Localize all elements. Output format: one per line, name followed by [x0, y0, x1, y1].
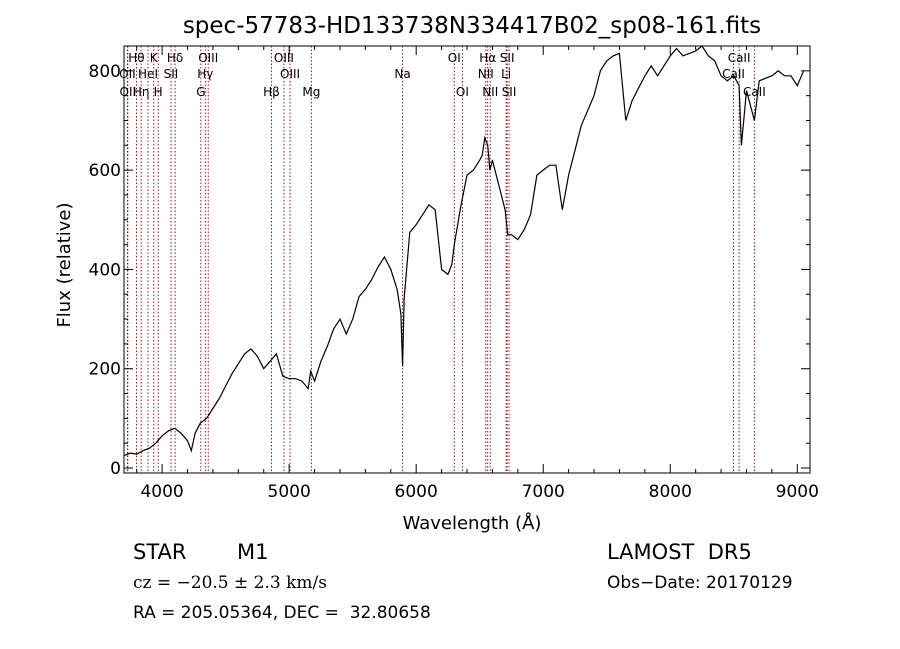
y-axis-label: Flux (relative)	[54, 202, 75, 327]
spectral-line-label: OIII	[198, 51, 218, 65]
survey-name: LAMOST DR5	[607, 540, 752, 564]
spectral-line-label: Hα	[479, 51, 496, 65]
spectral-line-label: H	[154, 85, 163, 99]
spectral-line-label: CaII	[743, 85, 766, 99]
spectral-line-label: OIII	[274, 51, 294, 65]
spectral-line-label: Hβ	[263, 85, 280, 99]
spectral-line-label: CaII	[722, 67, 745, 81]
plot-frame	[123, 45, 811, 474]
spectral-line-label: SII	[500, 51, 515, 65]
x-tick-label: 6000	[395, 482, 438, 502]
spectral-line-label: OIII	[280, 67, 300, 81]
observation-date: Obs−Date: 20170129	[607, 573, 793, 593]
object-type: STAR	[133, 540, 187, 564]
spectral-line-label: NII	[478, 67, 494, 81]
spectral-line-label: Hδ	[167, 51, 183, 65]
y-tick-label: 400	[89, 260, 121, 280]
x-tick-label: 9000	[776, 482, 819, 502]
x-axis: 4000 5000 6000 7000 8000 9000	[136, 46, 819, 502]
y-tick-label: 200	[89, 360, 121, 380]
spectral-line-label: OI	[456, 85, 469, 99]
redshift-velocity: cz = −20.5 ± 2.3 km/s	[133, 573, 327, 593]
spectral-line-label: Mg	[302, 85, 320, 99]
spectral-line-label: OI	[448, 51, 461, 65]
spectral-line-labels: Hθ K Hδ OIII OIII OI Hα SII CaII OII HeI SII Hγ OIII N…	[119, 51, 766, 99]
spectral-line-label: G	[196, 85, 205, 99]
y-tick-label: 0	[110, 459, 121, 479]
spectral-line-label: NII	[482, 85, 498, 99]
spectral-line-label: Na	[394, 67, 410, 81]
spectral-line-label: CaII	[728, 51, 751, 65]
spectral-line-label: OII	[119, 67, 136, 81]
spectral-line-label: SII	[502, 85, 517, 99]
spectral-line-label: HeI	[138, 67, 158, 81]
spectral-line-label: SII	[164, 67, 179, 81]
object-subclass: M1	[237, 540, 269, 564]
y-axis: 0 200 400 600 800	[89, 45, 810, 479]
spectrum-series-line	[123, 45, 805, 457]
x-tick-label: 4000	[140, 482, 183, 502]
spectral-line-label: K	[150, 51, 159, 65]
x-tick-label: 7000	[522, 482, 565, 502]
y-tick-label: 600	[89, 161, 121, 181]
x-tick-label: 8000	[649, 482, 692, 502]
spectral-line-label: Li	[501, 67, 511, 81]
x-axis-label: Wavelength (Å)	[403, 512, 542, 534]
spectral-line-label: Hη	[133, 85, 150, 99]
spectral-line-label: Hγ	[197, 67, 213, 81]
y-tick-label: 800	[89, 62, 121, 82]
chart-title: spec-57783-HD133738N334417B02_sp08-161.f…	[183, 13, 761, 39]
spectral-line-markers	[126, 46, 755, 473]
coordinates: RA = 205.05364, DEC = 32.80658	[133, 603, 431, 623]
x-tick-label: 5000	[268, 482, 311, 502]
spectral-line-label: Hθ	[128, 51, 144, 65]
